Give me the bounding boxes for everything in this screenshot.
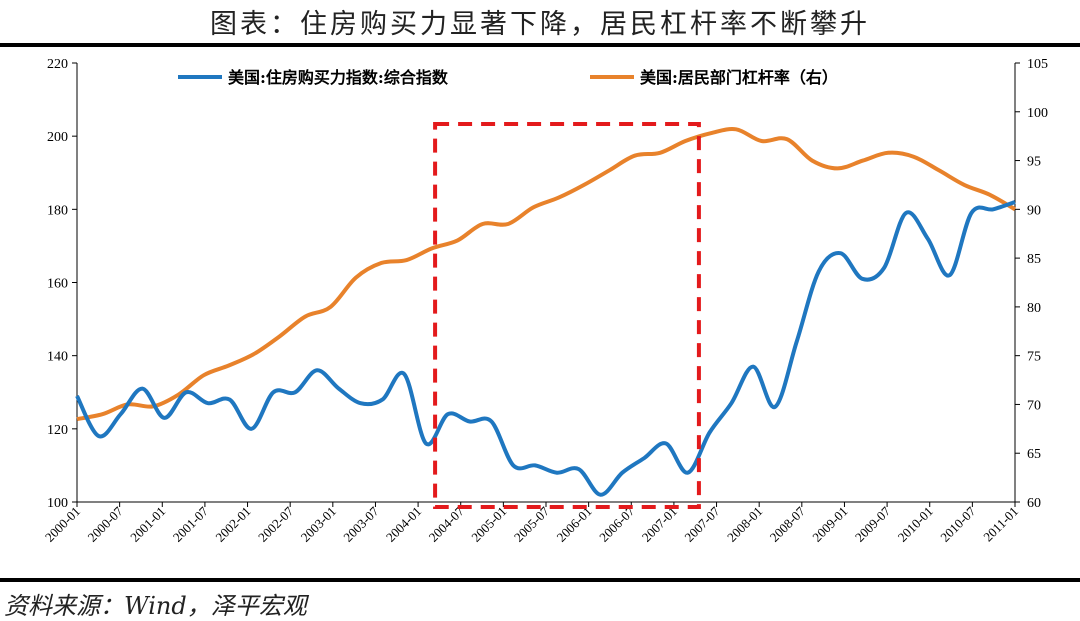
x-tick-label: 2011-01 — [980, 504, 1021, 545]
x-tick-label: 2004-01 — [383, 504, 424, 545]
x-tick-label: 2007-01 — [639, 504, 680, 545]
x-tick-label: 2004-07 — [426, 503, 468, 545]
series-line-affordability — [75, 200, 1016, 497]
x-tick-label: 2002-01 — [212, 504, 253, 545]
x-tick-label: 2007-07 — [681, 503, 723, 545]
y-left-tick-label: 100 — [47, 496, 68, 511]
top-rule — [0, 43, 1080, 47]
x-tick-label: 2008-07 — [767, 503, 809, 545]
x-tick-label: 2000-07 — [85, 503, 127, 545]
x-tick-label: 2003-07 — [340, 503, 382, 545]
y-right-tick-label: 65 — [1027, 447, 1041, 462]
y-right-tick-label: 105 — [1027, 57, 1048, 72]
bottom-rule — [0, 578, 1080, 582]
series-line-leverage — [76, 127, 1017, 422]
y-right-tick-label: 85 — [1027, 252, 1041, 267]
y-left-tick-label: 180 — [47, 203, 68, 218]
x-tick-label: 2001-07 — [170, 503, 212, 545]
y-left-tick-label: 120 — [47, 423, 68, 438]
highlight-box — [433, 122, 701, 509]
x-tick-label: 2002-07 — [255, 503, 297, 545]
y-left-tick-label: 160 — [47, 277, 68, 292]
y-left-tick-label: 220 — [47, 57, 68, 72]
y-left-tick-label: 140 — [47, 350, 68, 365]
x-tick-label: 2009-07 — [852, 503, 894, 545]
x-tick-label: 2008-01 — [724, 504, 765, 545]
x-tick-label: 2005-01 — [468, 504, 509, 545]
legend-label-affordability: 美国:住房购买力指数:综合指数 — [228, 68, 449, 87]
chart-area: 100 120 140 160 180 200 220 60 65 70 75 80 85 90 95 100… — [42, 57, 1048, 545]
y-right-tick-label: 60 — [1027, 496, 1041, 511]
source-note: 资料来源：Wind，泽平宏观 — [4, 592, 307, 620]
y-left-tick-label: 200 — [47, 130, 68, 145]
y-right-tick-label: 100 — [1027, 106, 1048, 121]
legend-label-leverage: 美国:居民部门杠杆率（右） — [640, 68, 838, 87]
chart-title: 图表：住房购买力显著下降，居民杠杆率不断攀升 — [210, 9, 870, 40]
x-tick-label: 2006-07 — [596, 503, 638, 545]
y-right-tick-label: 70 — [1027, 398, 1041, 413]
x-tick-label: 2005-07 — [511, 503, 553, 545]
x-tick-label: 2010-01 — [895, 504, 936, 545]
x-tick-label: 2010-07 — [937, 503, 979, 545]
y-right-tick-label: 95 — [1027, 155, 1041, 170]
x-tick-label: 2006-01 — [554, 504, 595, 545]
x-tick-label: 2001-01 — [127, 504, 168, 545]
y-right-tick-label: 75 — [1027, 350, 1041, 365]
y-right-tick-label: 80 — [1027, 301, 1041, 316]
x-tick-label: 2003-01 — [298, 504, 339, 545]
y-right-tick-label: 90 — [1027, 203, 1041, 218]
x-tick-label: 2009-01 — [809, 504, 850, 545]
